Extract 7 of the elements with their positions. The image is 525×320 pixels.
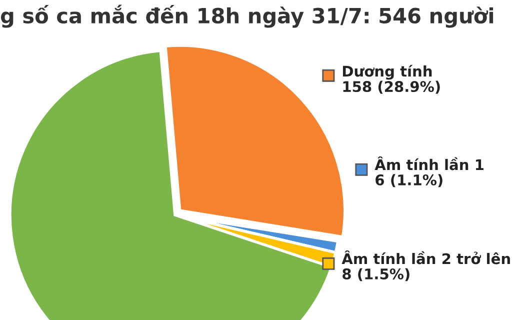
legend-label: Dương tính: [342, 64, 432, 80]
data-label: 158 (28.9%): [343, 80, 440, 94]
data-label: 8 (1.5%): [342, 268, 410, 282]
legend-label: Âm tính lần 2 trở lên: [342, 250, 510, 264]
data-label: 6 (1.1%): [376, 174, 442, 188]
chart-title: g số ca mắc đến 18h ngày 31/7: 546 người: [0, 4, 494, 28]
legend-label: Âm tính lần 1: [374, 156, 484, 170]
